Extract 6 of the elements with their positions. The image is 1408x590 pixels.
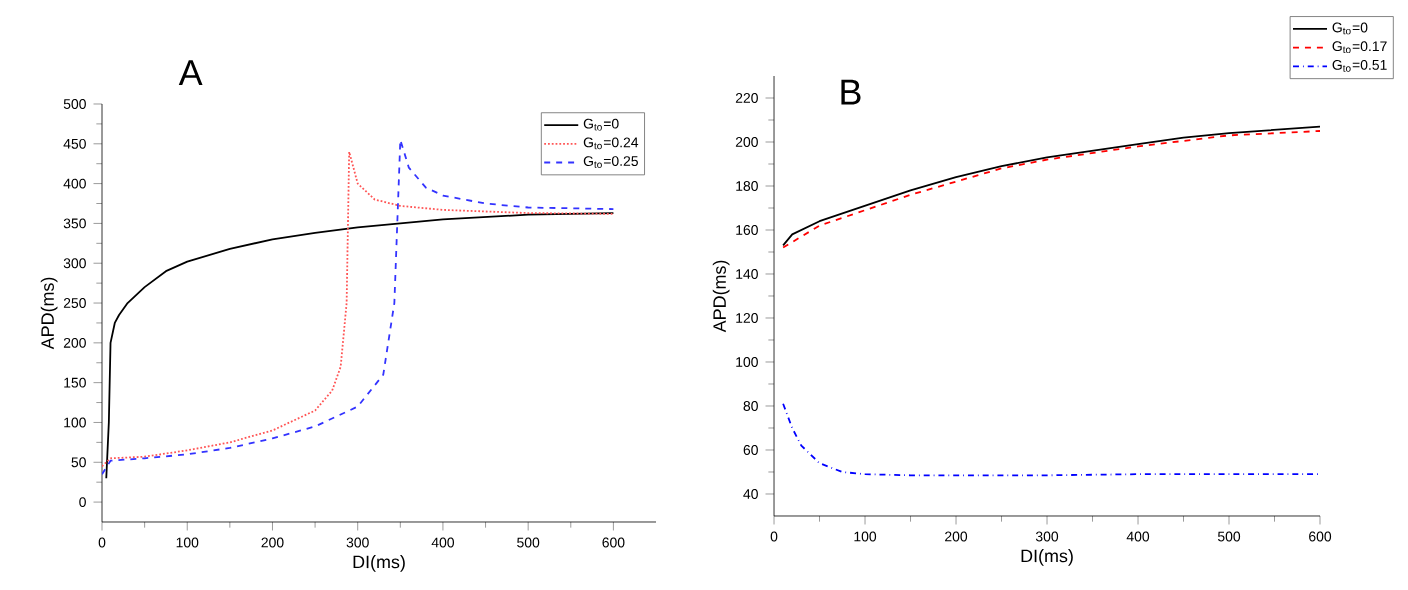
x-axis-title: DI(ms) xyxy=(353,555,405,572)
y-axis-title: APD(ms) xyxy=(40,277,58,350)
chart-title: B xyxy=(841,79,861,105)
chart-title: A xyxy=(178,60,203,85)
x-axis-title: DI(ms) xyxy=(1021,549,1073,566)
y-axis-title: APD(ms) xyxy=(712,260,730,333)
